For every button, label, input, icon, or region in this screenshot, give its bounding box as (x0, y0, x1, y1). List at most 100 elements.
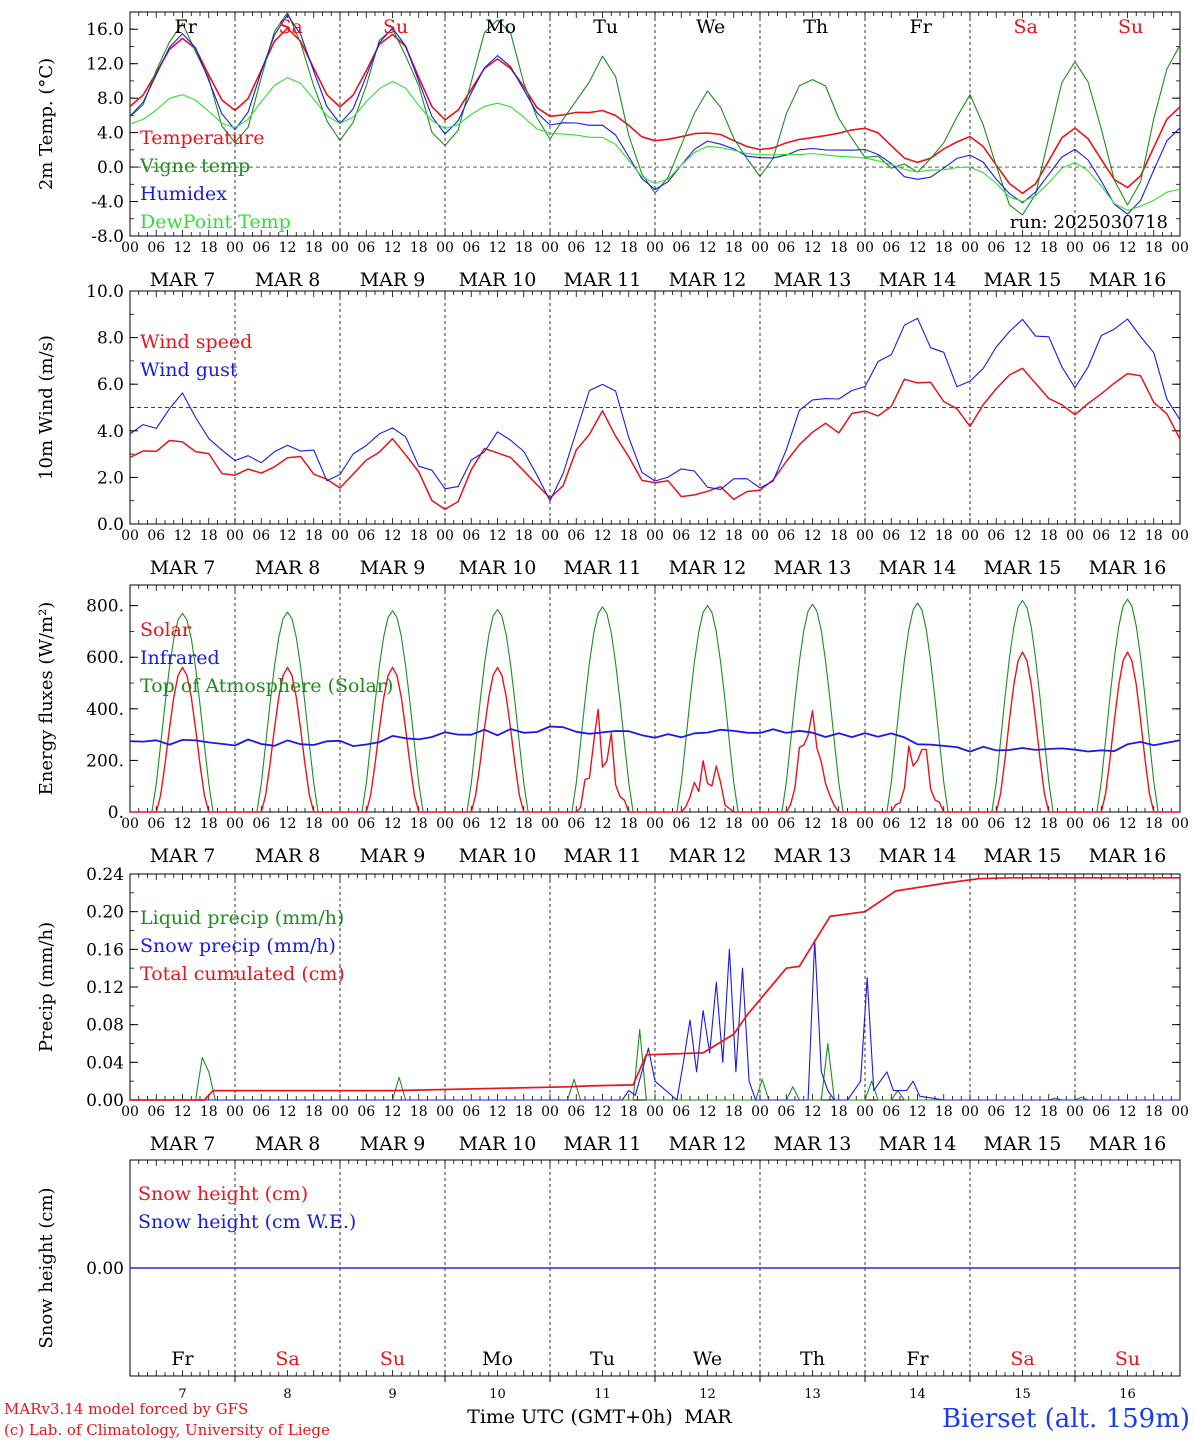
hour-tick-label: 06 (882, 240, 900, 256)
y-tick-label: 600. (86, 648, 124, 668)
legend-entry: Top of Atmosphere (Solar) (140, 675, 393, 697)
hour-tick-row: 00 06 12 18 00 06 12 18 00 06 12 18 00 06 12 18 00 06 12 18… (121, 240, 1189, 291)
hour-tick-label: 00 (856, 1104, 874, 1120)
hour-tick-label: 12 (384, 816, 402, 832)
series-line (129, 367, 1181, 511)
hour-tick-label: 00 (226, 816, 244, 832)
hour-tick-label: 12 (804, 240, 822, 256)
y-tick-label: 10.0 (86, 282, 124, 302)
y-tick-label: 0.08 (86, 1016, 124, 1036)
date-label: MAR 15 (984, 269, 1062, 291)
hour-tick-label: 12 (384, 1104, 402, 1120)
day-abbr: We (693, 1348, 722, 1370)
hour-tick-label: 06 (462, 528, 480, 544)
hour-tick-label: 12 (699, 1104, 717, 1120)
day-abbr: Su (1118, 16, 1143, 38)
y-axis-label: Snow height (cm) (36, 1187, 57, 1348)
hour-tick-label: 18 (830, 816, 848, 832)
hour-tick-label: 06 (252, 528, 270, 544)
hour-tick-label: 06 (357, 1104, 375, 1120)
date-label: MAR 11 (564, 557, 642, 579)
panel-temp: 16.0 12.0 8.0 4.0 0.0 -4.0 -8.0 2m Temp. (°C) Te… (36, 11, 1181, 247)
hour-tick-label: 18 (1040, 528, 1058, 544)
hour-tick-label: 18 (935, 1104, 953, 1120)
legend-entry: Solar (140, 619, 192, 641)
hour-tick-label: 00 (436, 816, 454, 832)
day-abbr: Sa (275, 1348, 299, 1370)
y-tick-label: 8.0 (97, 329, 124, 349)
date-label: MAR 9 (360, 269, 426, 291)
day-number: 11 (594, 1387, 611, 1402)
hour-tick-label: 12 (489, 1104, 507, 1120)
day-number: 13 (804, 1387, 821, 1402)
hour-tick-label: 18 (1145, 1104, 1163, 1120)
hour-tick-label: 12 (594, 240, 612, 256)
y-tick-label: 0.16 (86, 940, 124, 960)
hour-tick-label: 00 (541, 816, 559, 832)
y-tick-label: 0.00 (86, 1259, 124, 1279)
hour-tick-label: 00 (1171, 816, 1189, 832)
month-label: MAR (684, 1406, 732, 1428)
hour-tick-label: 12 (1014, 1104, 1032, 1120)
date-label: MAR 8 (255, 1133, 321, 1155)
series-line (129, 317, 1181, 502)
hour-tick-label: 18 (200, 528, 218, 544)
hour-tick-label: 18 (515, 1104, 533, 1120)
hour-tick-label: 00 (121, 816, 139, 832)
hour-tick-label: 06 (882, 816, 900, 832)
y-tick-label: -4.0 (91, 193, 124, 213)
hour-tick-label: 18 (410, 816, 428, 832)
hour-tick-label: 00 (121, 240, 139, 256)
y-axis-label: 10m Wind (m/s) (36, 335, 57, 480)
hour-tick-label: 06 (1092, 1104, 1110, 1120)
hour-tick-label: 18 (935, 816, 953, 832)
hour-tick-label: 06 (567, 528, 585, 544)
hour-tick-label: 00 (121, 528, 139, 544)
day-abbr: Su (383, 16, 408, 38)
hour-tick-label: 06 (252, 816, 270, 832)
hour-tick-label: 06 (987, 816, 1005, 832)
hour-tick-label: 12 (174, 816, 192, 832)
hour-tick-label: 06 (987, 528, 1005, 544)
hour-tick-label: 18 (1040, 816, 1058, 832)
hour-tick-label: 00 (1066, 1104, 1084, 1120)
y-axis-label: 2m Temp. (°C) (36, 58, 57, 190)
series-line (129, 77, 1181, 211)
hour-tick-label: 00 (436, 528, 454, 544)
y-tick-label: 4.0 (97, 124, 124, 144)
legend-entry: Vigne temp (139, 155, 250, 177)
y-tick-label: 400. (86, 700, 124, 720)
hour-tick-label: 12 (804, 816, 822, 832)
y-tick-label: 8.0 (97, 89, 124, 109)
hour-tick-label: 12 (489, 240, 507, 256)
hour-tick-label: 06 (1092, 528, 1110, 544)
hour-tick-label: 00 (751, 816, 769, 832)
date-label: MAR 12 (669, 269, 747, 291)
date-label: MAR 14 (879, 557, 957, 579)
date-label: MAR 11 (564, 845, 642, 867)
hour-tick-label: 12 (384, 240, 402, 256)
hour-tick-label: 18 (305, 240, 323, 256)
hour-tick-label: 00 (751, 528, 769, 544)
legend-entry: Snow height (cm W.E.) (138, 1211, 356, 1233)
hour-tick-label: 12 (909, 240, 927, 256)
hour-tick-label: 18 (410, 240, 428, 256)
hour-tick-label: 12 (279, 1104, 297, 1120)
hour-tick-label: 18 (410, 1104, 428, 1120)
hour-tick-label: 06 (882, 528, 900, 544)
lab-credit: (c) Lab. of Climatology, University of L… (4, 1421, 330, 1439)
legend-entry: DewPoint Temp (140, 211, 291, 233)
hour-tick-label: 12 (699, 528, 717, 544)
hour-tick-label: 00 (1066, 816, 1084, 832)
hour-tick-label: 06 (567, 240, 585, 256)
hour-tick-label: 00 (646, 528, 664, 544)
hour-tick-label: 12 (384, 528, 402, 544)
date-label: MAR 13 (774, 557, 852, 579)
legend-entry: Liquid precip (mm/h) (140, 907, 344, 929)
hour-tick-label: 18 (830, 240, 848, 256)
y-tick-label: 0.24 (86, 865, 124, 885)
hour-tick-label: 12 (279, 816, 297, 832)
hour-tick-label: 06 (147, 240, 165, 256)
series-line (130, 939, 1180, 1101)
hour-tick-label: 00 (226, 1104, 244, 1120)
